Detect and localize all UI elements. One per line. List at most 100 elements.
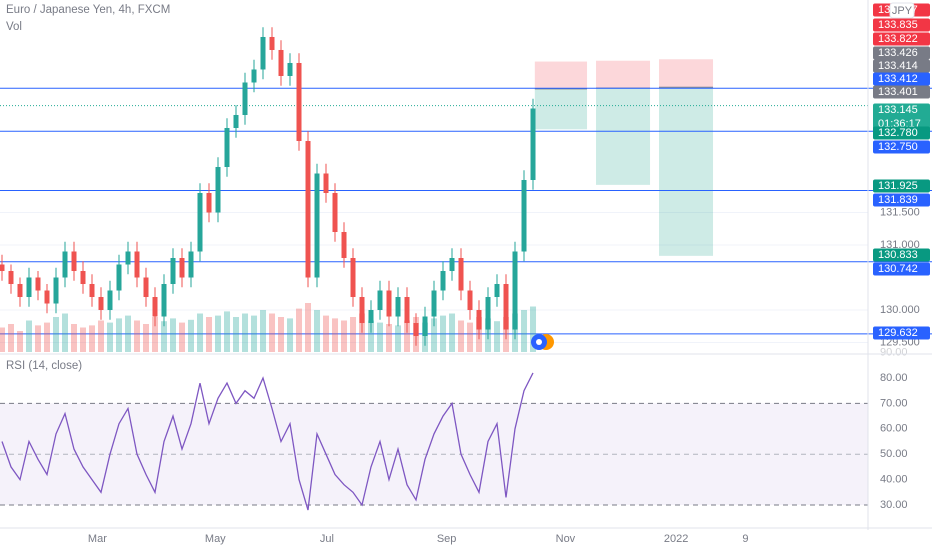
candle-body <box>314 173 320 278</box>
volume-bar <box>251 315 258 352</box>
price-label-box <box>873 18 930 32</box>
price-label-box <box>873 262 930 276</box>
volume-bar <box>107 322 114 352</box>
x-tick-label: 9 <box>742 533 748 545</box>
volume-bar <box>43 322 50 352</box>
volume-bar <box>25 320 32 352</box>
volume-bar <box>458 320 465 352</box>
candle-body <box>521 179 527 252</box>
candle-body <box>242 82 248 115</box>
volume-bar <box>332 318 339 352</box>
logo-dot <box>536 339 542 345</box>
volume-bar <box>530 306 537 352</box>
candle-body <box>233 114 239 128</box>
price-label-box <box>873 140 930 154</box>
volume-bar <box>0 327 5 352</box>
candle-body <box>179 258 185 278</box>
volume-bar <box>7 324 14 352</box>
axis: Mar May Jul Sep Nov 2022 9129.500130.000131.00… <box>88 2 930 545</box>
volume-bar <box>449 313 456 352</box>
rsi-tick-label: 70.00 <box>880 397 908 409</box>
candle-body <box>260 36 266 70</box>
logo <box>531 334 554 350</box>
candle-body <box>269 36 275 50</box>
volume-bar <box>404 320 411 352</box>
volume-bar <box>386 324 393 352</box>
price-label: 133.412 <box>878 73 918 85</box>
candle-body <box>386 290 392 317</box>
candle-body <box>296 62 302 141</box>
volume-bar <box>323 315 330 352</box>
volume-bar <box>206 317 213 352</box>
candle-body <box>341 232 347 259</box>
candle-body <box>125 251 131 265</box>
candle-body <box>62 251 68 278</box>
price-label-box <box>873 193 930 207</box>
candle-body <box>458 258 464 291</box>
price-label: 133.145 <box>878 104 918 116</box>
rsi-tick-label: 80.00 <box>880 372 908 384</box>
candle-body <box>251 69 257 83</box>
candle-body <box>188 251 194 278</box>
currency-badge <box>889 2 915 19</box>
target-zone <box>534 88 588 130</box>
volume-bar <box>197 313 204 352</box>
x-tick-label: May <box>205 533 226 545</box>
price-label: 133.414 <box>878 60 918 72</box>
volume-bar <box>494 321 501 352</box>
candle-body <box>53 277 59 304</box>
price-label-box <box>873 85 930 99</box>
candle-body <box>467 290 473 311</box>
candle-body <box>287 62 293 76</box>
candle-body <box>26 277 32 298</box>
volume-bar <box>395 325 402 352</box>
candle-body <box>152 297 158 317</box>
candle-body <box>305 140 311 278</box>
price-label-box <box>873 179 930 193</box>
candle-body <box>530 108 536 180</box>
volume-bar <box>278 317 285 352</box>
price-label: 133.822 <box>878 33 918 45</box>
volume-bar <box>305 303 312 352</box>
rsi-tick-label: 90.00 <box>880 347 908 359</box>
price-label-box <box>873 126 930 140</box>
volume-bar <box>16 331 23 352</box>
target-zone <box>659 87 714 256</box>
volume-bar <box>80 327 87 352</box>
price-label-box <box>873 32 930 46</box>
volume-bar <box>188 319 195 352</box>
rsi-tick-label: 40.00 <box>880 474 908 486</box>
candle-body <box>332 192 338 233</box>
volume-bar <box>233 317 240 352</box>
volume-bar <box>350 317 357 352</box>
volume-bar <box>134 320 141 352</box>
price-label: 133.401 <box>878 86 918 98</box>
x-tick-label: 2022 <box>664 533 688 545</box>
candle-body <box>35 277 41 291</box>
x-tick-label: Jul <box>320 533 334 545</box>
candle-body <box>494 284 500 298</box>
volume-bar <box>61 313 68 352</box>
candle-body <box>395 297 401 317</box>
price-label-box <box>873 326 930 340</box>
candle-body <box>404 297 410 324</box>
candle-body <box>8 271 14 285</box>
candle-body <box>197 192 203 252</box>
rsi-tick-label: 30.00 <box>880 499 908 511</box>
candle-body <box>512 251 518 330</box>
y-tick-label: 131.000 <box>880 239 920 251</box>
marks <box>0 27 932 511</box>
price-label: 131.839 <box>878 194 918 206</box>
candle-body <box>215 166 221 213</box>
candle-body <box>323 173 329 193</box>
candle-body <box>476 310 482 330</box>
price-label: 130.742 <box>878 263 918 275</box>
volume-bar <box>179 322 186 352</box>
candle-body <box>377 290 383 311</box>
volume-bar <box>269 313 276 352</box>
price-label-box <box>873 46 930 60</box>
volume-bar <box>170 318 177 352</box>
volume-bar <box>215 315 222 352</box>
volume-bar <box>431 318 438 352</box>
